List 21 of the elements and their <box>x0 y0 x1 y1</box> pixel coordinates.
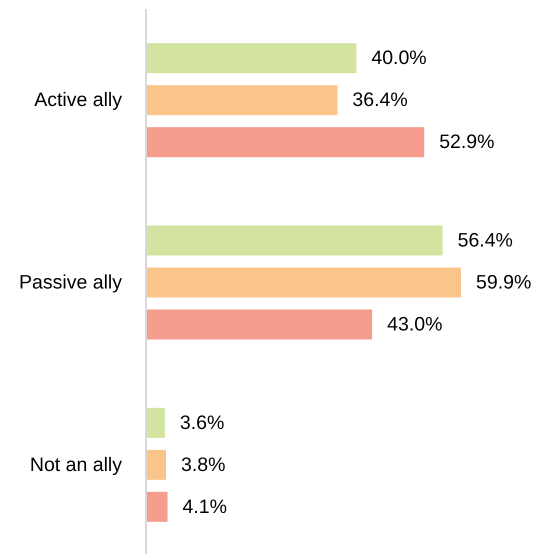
data-label: 52.9% <box>439 131 494 154</box>
data-label: 4.1% <box>182 496 228 518</box>
bar <box>146 268 461 298</box>
data-label: 3.8% <box>180 454 226 476</box>
bar <box>146 226 443 256</box>
data-label: 40.0% <box>371 47 427 70</box>
data-label: 43.0% <box>387 314 442 336</box>
data-label: 36.4% <box>352 89 408 112</box>
data-label: 59.9% <box>476 272 532 294</box>
y-tick-label: Active ally <box>34 89 122 112</box>
y-tick-label: Passive ally <box>19 272 122 294</box>
bar <box>146 85 338 116</box>
bar <box>146 127 424 158</box>
bar <box>146 492 168 522</box>
bar <box>146 450 166 480</box>
bar <box>146 310 372 340</box>
data-label: 56.4% <box>458 230 513 252</box>
y-tick-label: Not an ally <box>30 454 122 476</box>
bar <box>146 43 356 74</box>
data-label: 3.6% <box>180 412 224 434</box>
bar <box>146 408 165 438</box>
